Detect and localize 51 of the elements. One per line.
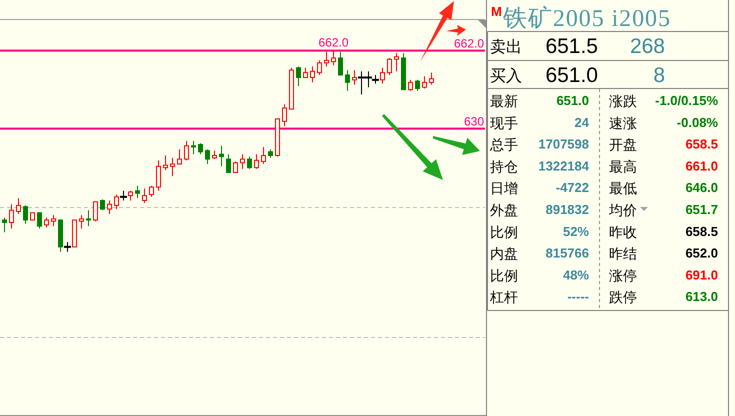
text: 均价: [608, 202, 637, 218]
text: 杠杆: [489, 289, 518, 306]
text: -4722: [556, 180, 589, 196]
text: 比例: [490, 224, 518, 240]
text: 48%: [562, 267, 590, 282]
text: 652.0: [685, 246, 718, 261]
text: 661.0: [685, 158, 718, 174]
text: 1707598: [538, 136, 589, 152]
text: 铁矿2005 i2005: [502, 5, 670, 32]
text: 现手: [490, 114, 518, 131]
text: 持仓: [490, 158, 518, 174]
text: -0.08%: [676, 114, 718, 130]
text: 658.5: [685, 136, 718, 152]
text: 815766: [546, 246, 589, 261]
text: 昨收: [609, 224, 637, 240]
text: 外盘: [490, 202, 518, 218]
text: 速涨: [609, 114, 637, 131]
text: 24: [574, 114, 590, 130]
ref-line-label: 662.0: [454, 36, 484, 51]
text: 52%: [562, 224, 590, 239]
text: M: [491, 4, 502, 19]
text: 651.5: [545, 35, 598, 58]
text: -1.0/0.15%: [655, 93, 718, 108]
text: 658.5: [685, 224, 718, 239]
text: -----: [567, 289, 589, 304]
text: 总手: [489, 136, 518, 153]
text: 646.0: [685, 180, 718, 196]
text: 8: [653, 64, 665, 87]
text: 268: [630, 35, 665, 58]
text: 651.0: [545, 64, 598, 87]
text: 651.0: [556, 93, 589, 108]
text: 买入: [490, 67, 522, 85]
text: 最新: [490, 93, 518, 109]
ref-line-label: 630: [464, 114, 484, 129]
text: 涨停: [609, 267, 637, 284]
text: 跌停: [609, 289, 637, 306]
text: 613.0: [685, 289, 718, 304]
text: 内盘: [490, 246, 518, 262]
text: 比例: [490, 267, 518, 284]
text: 昨结: [609, 246, 637, 262]
text: 691.0: [685, 267, 718, 282]
text: 891832: [546, 202, 589, 217]
text: 卖出: [490, 38, 522, 56]
text: 1322184: [538, 158, 590, 174]
annotation: 662.0: [318, 36, 349, 50]
text: 开盘: [609, 136, 637, 153]
text: 最高: [609, 158, 637, 174]
text: 涨跌: [609, 93, 637, 109]
text: 最低: [609, 180, 637, 196]
text: 651.7: [685, 202, 718, 217]
text: 日增: [490, 180, 518, 196]
